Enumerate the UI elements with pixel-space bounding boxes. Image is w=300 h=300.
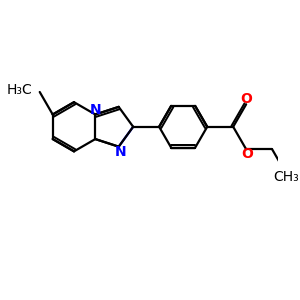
Text: O: O [240, 92, 252, 106]
Text: N: N [114, 145, 126, 159]
Text: O: O [242, 147, 254, 161]
Text: H₃C: H₃C [6, 83, 32, 97]
Text: N: N [89, 103, 101, 117]
Text: CH₃: CH₃ [274, 170, 299, 184]
